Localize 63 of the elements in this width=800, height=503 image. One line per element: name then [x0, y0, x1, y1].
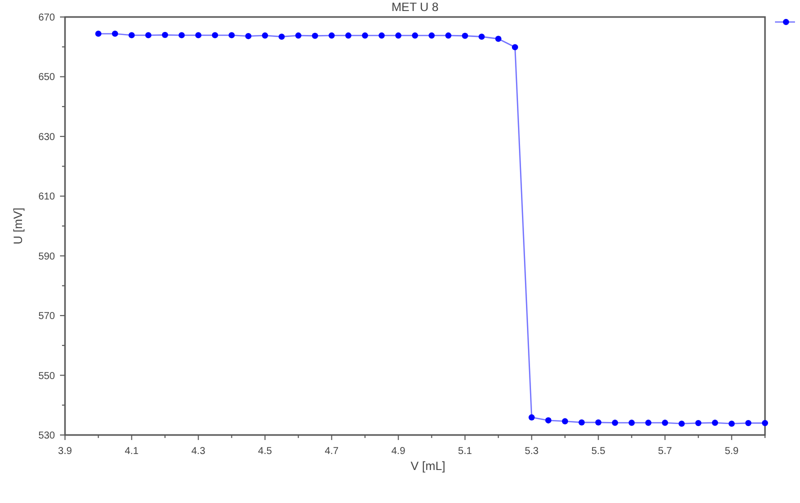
point	[445, 32, 452, 39]
point	[528, 414, 535, 420]
x-tick-label: 4.9	[391, 446, 406, 457]
point	[645, 420, 652, 426]
point	[262, 32, 268, 39]
point	[712, 420, 718, 426]
point	[378, 32, 385, 39]
y-tick-label: 650	[38, 72, 56, 84]
point	[662, 420, 668, 426]
point	[345, 32, 352, 39]
point	[312, 32, 318, 39]
y-tick-label: 550	[38, 370, 56, 382]
point	[278, 34, 285, 40]
x-tick-label: 4.7	[324, 446, 340, 457]
point	[462, 32, 468, 39]
point	[95, 30, 102, 37]
y-tick-label: 610	[38, 192, 56, 203]
point	[678, 420, 685, 427]
point	[728, 420, 735, 427]
y-tick-label: 630	[38, 132, 56, 143]
point	[612, 420, 618, 426]
y-tick-label: 530	[38, 430, 56, 442]
point	[128, 32, 135, 38]
point	[495, 36, 502, 42]
point	[478, 34, 485, 40]
point	[562, 418, 568, 424]
x-tick-label: 4.5	[258, 446, 272, 457]
x-tick-label: 5.1	[458, 446, 472, 457]
x-tick-label: 4.3	[191, 446, 206, 457]
point	[195, 32, 202, 38]
point	[412, 32, 418, 39]
x-tick-label: 4.1	[124, 446, 140, 457]
point	[295, 32, 302, 39]
point	[745, 420, 752, 426]
point	[512, 44, 518, 50]
point	[328, 32, 335, 39]
y-tick-label: 570	[38, 311, 56, 322]
point	[145, 32, 152, 38]
x-tick-label: 5.3	[524, 446, 540, 457]
point	[245, 33, 252, 40]
y-axis-title: U [mV]	[11, 208, 25, 244]
x-tick-label: 5.5	[591, 446, 606, 457]
point	[762, 420, 768, 426]
point	[578, 419, 585, 426]
y-tick-label: 590	[38, 251, 56, 262]
x-tick-label: 5.9	[724, 446, 740, 457]
point	[545, 417, 552, 424]
point	[428, 32, 435, 39]
point	[212, 32, 218, 38]
point	[178, 32, 185, 38]
point	[112, 30, 118, 37]
point	[162, 32, 168, 38]
chart-title: MET U 8	[391, 0, 439, 14]
x-axis-title: V [mL]	[410, 459, 446, 473]
point	[695, 420, 702, 426]
x-tick-label: 5.7	[658, 446, 672, 457]
point	[395, 32, 402, 39]
point	[595, 419, 602, 426]
point	[628, 420, 635, 426]
point	[362, 32, 368, 39]
x-tick-label: 3.9	[58, 446, 72, 457]
point	[228, 32, 235, 38]
y-tick-label: 670	[38, 12, 56, 24]
